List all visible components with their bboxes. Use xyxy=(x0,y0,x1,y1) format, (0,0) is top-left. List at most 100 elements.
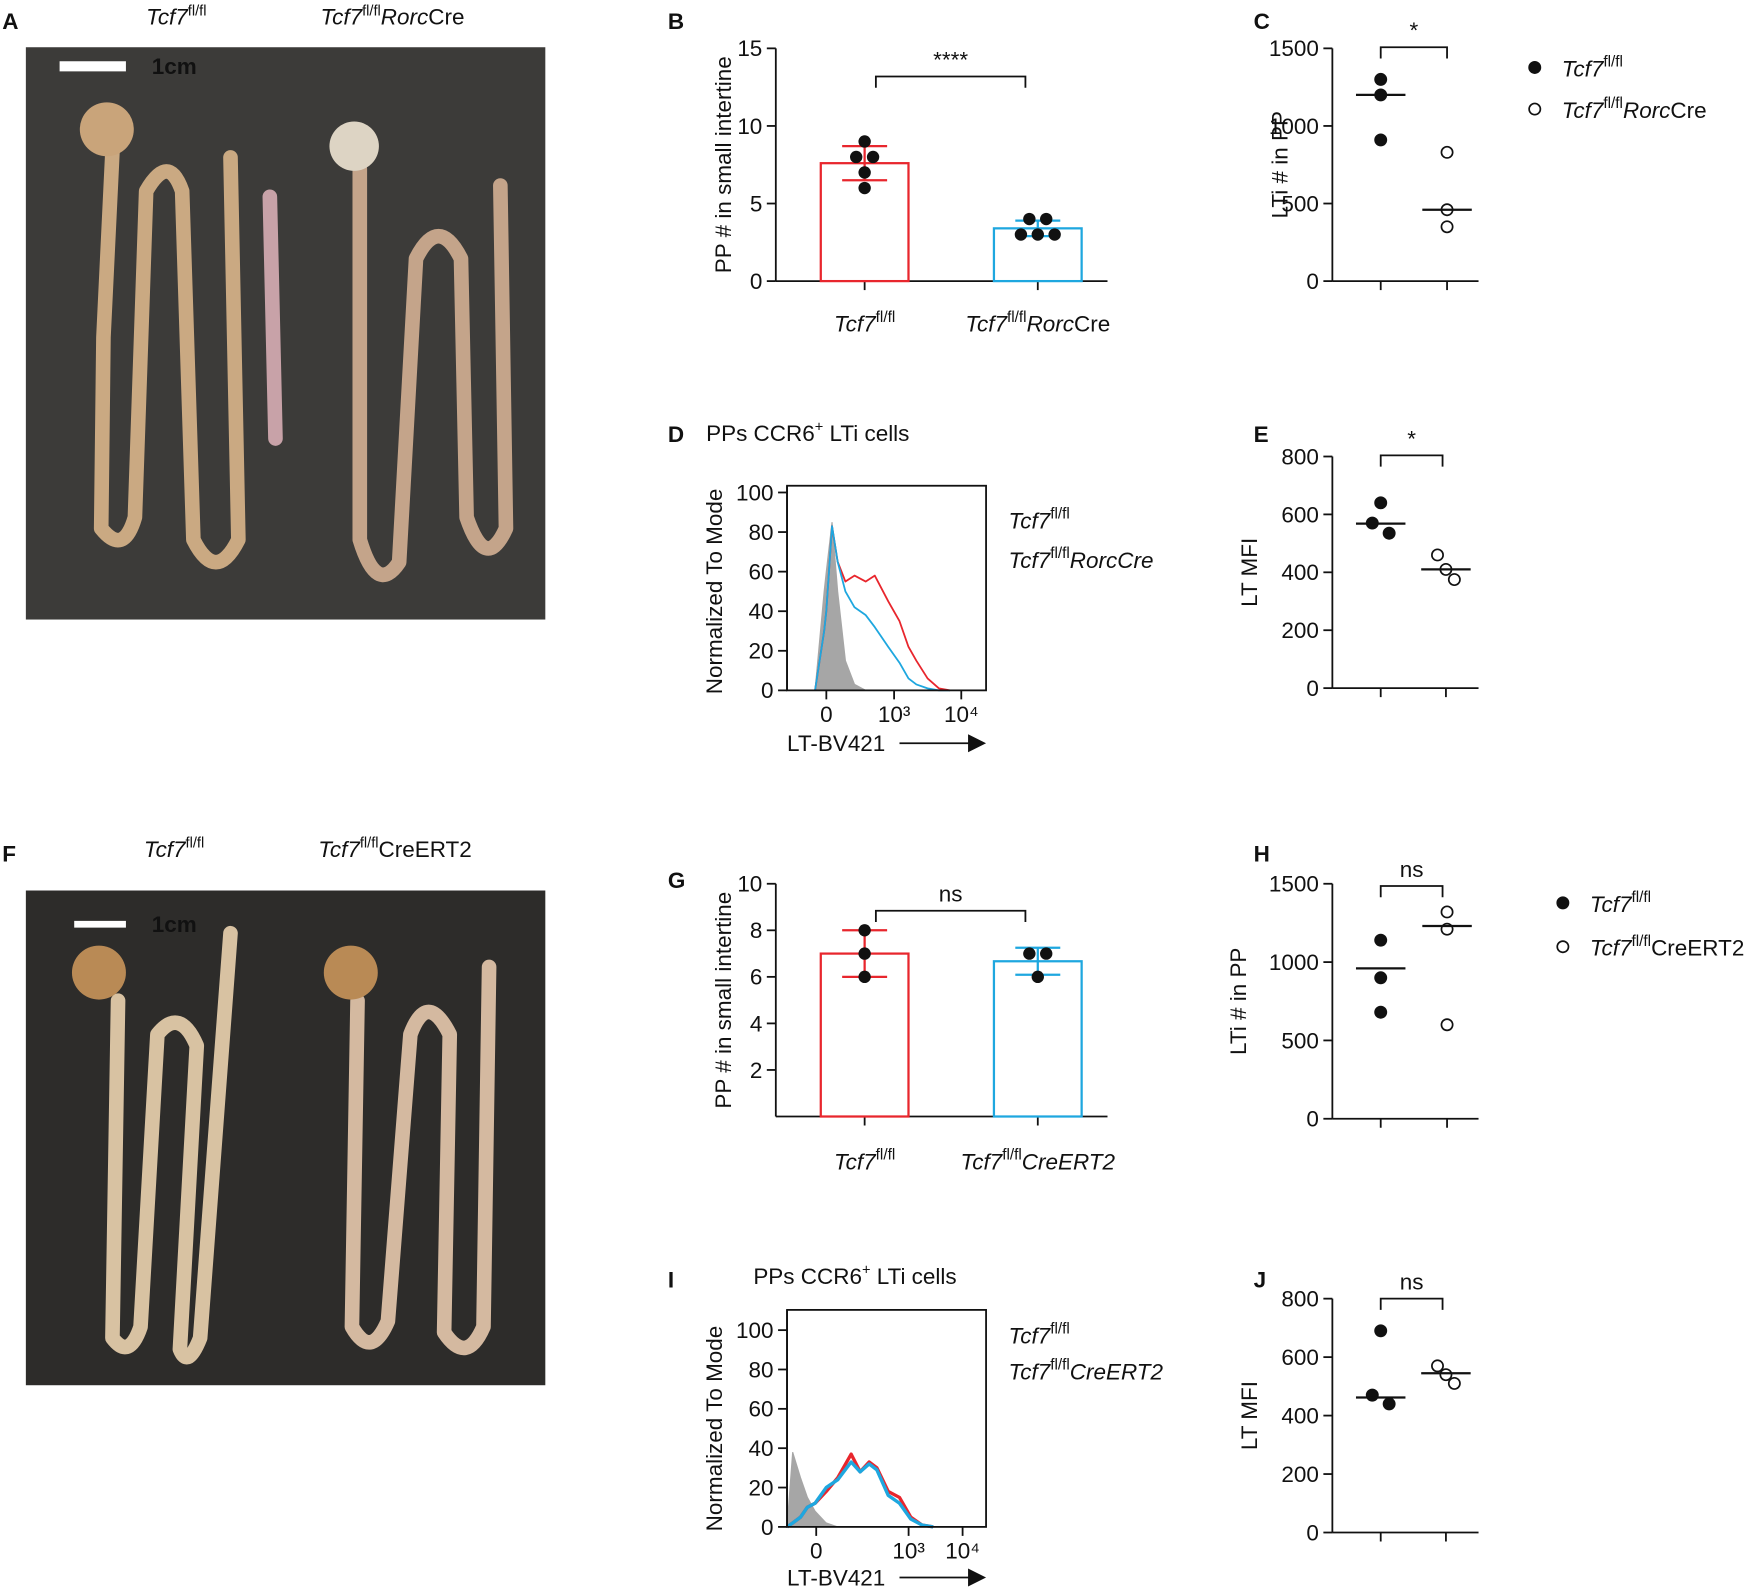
y-tick-label: 10 xyxy=(737,872,762,897)
legend-marker xyxy=(1528,102,1542,116)
y-tick-label: 6 xyxy=(750,965,763,990)
y-tick-label: 1500 xyxy=(1269,872,1319,897)
data-point xyxy=(1040,212,1053,226)
panel-letter: F xyxy=(2,841,16,866)
legend-label: Tcf7fl/fl xyxy=(1009,506,1070,534)
y-tick-label: 0 xyxy=(1306,1107,1319,1132)
chart-title: PPs CCR6+ LTi cells xyxy=(706,419,909,445)
data-point xyxy=(1374,496,1388,510)
data-point xyxy=(1431,1359,1444,1373)
y-tick-label: 20 xyxy=(749,1475,774,1500)
legend-marker xyxy=(1556,896,1570,910)
data-point xyxy=(1431,548,1444,562)
data-point xyxy=(858,135,871,148)
photo-a xyxy=(25,47,546,620)
y-axis-label: PP # in small intertine xyxy=(711,56,736,273)
data-point xyxy=(1440,145,1454,159)
significance-bracket xyxy=(1379,454,1444,467)
data-point xyxy=(858,924,871,937)
y-tick-label: 0 xyxy=(1306,269,1319,294)
significance-bracket xyxy=(1379,46,1448,59)
data-point xyxy=(858,947,871,960)
panel-letter: B xyxy=(668,9,684,34)
genotype-label: Tcf7fl/flCreERT2 xyxy=(318,835,472,861)
text-part: Tcf7 xyxy=(1009,548,1052,573)
y-tick-label: 1000 xyxy=(1269,114,1319,139)
text-part: Tcf7 xyxy=(1009,508,1052,533)
y-axis-label: LTi # in PP xyxy=(1267,111,1292,218)
y-tick-label: 600 xyxy=(1281,502,1319,527)
data-point xyxy=(1014,228,1028,241)
text-part: Rorc xyxy=(1623,98,1670,123)
chart-title: PPs CCR6+ LTi cells xyxy=(753,1263,956,1289)
data-point xyxy=(1382,1397,1396,1411)
data-point xyxy=(1447,573,1461,587)
data-point xyxy=(1023,212,1036,226)
panel-letter: C xyxy=(1254,9,1270,34)
data-point xyxy=(858,166,871,179)
panel-letter: D xyxy=(668,422,684,447)
text-part: fl/fl xyxy=(1002,1146,1022,1163)
legend-label: Tcf7fl/flRorcCre xyxy=(1009,545,1154,573)
data-point xyxy=(1374,971,1388,985)
scale-bar-label: 1cm xyxy=(152,54,197,79)
plot-frame xyxy=(786,484,987,692)
text-part: fl/fl xyxy=(1050,545,1070,562)
y-tick-label: 0 xyxy=(1306,1520,1319,1545)
intestine-coil xyxy=(323,945,378,1000)
significance-label: ns xyxy=(1400,857,1424,882)
text-part: + xyxy=(815,419,824,435)
data-point xyxy=(1023,947,1036,960)
data-point xyxy=(1031,228,1044,241)
text-part: fl/fl xyxy=(1603,95,1623,112)
x-tick-label: 10³ xyxy=(878,702,911,727)
data-point xyxy=(866,150,880,164)
legend-label: Tcf7fl/fl xyxy=(1009,1321,1070,1349)
text-part: Tcf7 xyxy=(144,837,187,862)
text-part: Tcf7 xyxy=(961,1149,1004,1174)
data-point xyxy=(1439,1368,1453,1382)
data-point xyxy=(1447,1376,1461,1390)
y-tick-label: 10 xyxy=(737,114,762,139)
text-part: LTi cells xyxy=(823,421,909,446)
significance-label: **** xyxy=(933,47,968,72)
text-part: CreERT2 xyxy=(1651,936,1744,961)
panel-letter: G xyxy=(668,868,685,893)
data-point xyxy=(1374,1005,1388,1019)
legend-marker xyxy=(1528,61,1542,74)
x-tick-label: 10⁴ xyxy=(944,702,979,727)
y-tick-label: 0 xyxy=(761,678,774,703)
significance-bracket xyxy=(1379,885,1444,898)
text-part: fl/fl xyxy=(186,835,205,851)
y-tick-label: 800 xyxy=(1281,1287,1319,1312)
y-tick-label: 40 xyxy=(749,1436,774,1461)
text-part: CreERT2 xyxy=(379,837,472,862)
x-axis-arrowhead xyxy=(968,734,987,753)
histogram-line xyxy=(786,1460,934,1529)
text-part: Cre xyxy=(428,5,464,30)
significance-label: ns xyxy=(1400,1270,1424,1295)
legend-label: Tcf7fl/flCreERT2 xyxy=(1009,1357,1164,1385)
text-part: fl/fl xyxy=(1603,54,1623,71)
y-tick-label: 15 xyxy=(737,36,762,61)
intestine-coil xyxy=(329,121,379,171)
text-part: Cre xyxy=(1670,98,1706,123)
text-part: fl/fl xyxy=(1050,1321,1070,1338)
text-part: Cre xyxy=(1117,548,1153,573)
data-point xyxy=(1365,1388,1379,1402)
legend-label: Tcf7fl/fl xyxy=(1562,54,1623,82)
panel-letter: E xyxy=(1254,422,1269,447)
text-part: Rorc xyxy=(381,5,428,30)
genotype-label: Tcf7fl/fl xyxy=(144,835,204,861)
x-tick-label: 0 xyxy=(810,1538,823,1563)
text-part: fl/fl xyxy=(1631,933,1651,950)
y-tick-label: 80 xyxy=(749,1357,774,1382)
y-tick-label: 500 xyxy=(1281,191,1319,216)
significance-label: * xyxy=(1407,426,1416,451)
text-part: CreERT2 xyxy=(1070,1360,1164,1385)
text-part: fl/fl xyxy=(362,3,381,19)
text-part: fl/fl xyxy=(1050,506,1070,523)
y-axis-label: LTi # in PP xyxy=(1226,948,1251,1055)
y-tick-label: 100 xyxy=(736,1318,774,1343)
